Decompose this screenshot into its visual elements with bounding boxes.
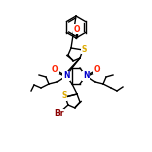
Text: Br: Br [54, 109, 64, 119]
Text: S: S [81, 45, 87, 54]
Text: O: O [94, 64, 100, 74]
Text: O: O [74, 24, 80, 33]
Text: N: N [63, 71, 69, 81]
Text: N: N [83, 71, 89, 81]
Text: S: S [61, 92, 67, 100]
Text: O: O [52, 64, 58, 74]
